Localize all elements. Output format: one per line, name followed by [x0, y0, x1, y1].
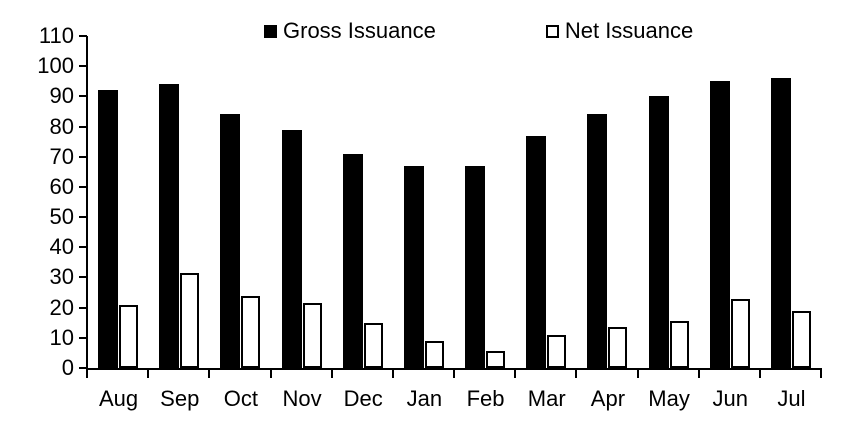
- net-bar-may: [669, 321, 689, 368]
- x-tick: [330, 370, 333, 378]
- x-tick: [391, 370, 394, 378]
- y-tick-label: 20: [49, 294, 74, 320]
- y-tick-label: 0: [61, 355, 74, 380]
- y-tick: [79, 306, 87, 309]
- y-axis-line: [86, 36, 88, 378]
- x-category-label-may: May: [648, 386, 690, 411]
- x-category-label-aug: Aug: [99, 386, 139, 411]
- legend-item-gross-issuance: Gross Issuance: [264, 20, 436, 42]
- x-tick: [820, 370, 822, 378]
- plot-area: [88, 36, 822, 368]
- y-tick-label: 110: [38, 23, 74, 48]
- net-bar-mar: [547, 334, 567, 368]
- y-tick-label: 100: [37, 53, 74, 79]
- gross-bar-sep: [159, 84, 180, 368]
- x-tick: [453, 370, 455, 378]
- net-bar-apr: [608, 327, 628, 368]
- y-tick: [79, 155, 87, 158]
- x-tick: [636, 370, 639, 378]
- x-category-label-nov: Nov: [282, 386, 322, 411]
- x-tick: [575, 370, 578, 378]
- gross-bar-apr: [587, 114, 608, 368]
- gross-bar-dec: [342, 153, 363, 368]
- gross-bar-mar: [526, 135, 547, 368]
- gross-bar-feb: [465, 165, 485, 368]
- y-tick: [79, 367, 87, 369]
- net-bar-dec: [363, 322, 383, 368]
- x-tick: [208, 370, 211, 378]
- y-tick-label: 70: [49, 143, 74, 169]
- net-bar-jan: [424, 340, 444, 368]
- x-category-label-mar: Mar: [527, 386, 566, 411]
- x-category-label-jul: Jul: [777, 386, 806, 411]
- gross-bar-jun: [709, 81, 730, 368]
- x-category-label-jan: Jan: [406, 386, 443, 411]
- x-tick: [269, 370, 272, 378]
- legend-item-net-issuance: Net Issuance: [545, 18, 694, 43]
- net-bar-jul: [791, 310, 811, 368]
- net-bar-aug: [119, 304, 138, 368]
- x-category-label-jun: Jun: [712, 386, 748, 411]
- y-tick-label: 90: [49, 83, 74, 109]
- y-tick-label: 80: [49, 113, 74, 139]
- net-issuance-swatch-icon: [545, 24, 559, 38]
- net-bar-feb: [486, 351, 505, 368]
- gross-bar-jan: [403, 165, 424, 368]
- y-tick: [79, 246, 87, 249]
- y-tick: [79, 95, 87, 98]
- y-tick: [79, 185, 87, 188]
- x-category-label-apr: Apr: [590, 386, 626, 411]
- gross-issuance-swatch-icon: [264, 24, 277, 38]
- y-tick: [79, 336, 87, 339]
- y-tick-label: 30: [49, 264, 74, 290]
- y-tick-label: 10: [49, 324, 74, 350]
- legend: Gross Issuance Net Issuance: [264, 20, 693, 42]
- legend-label-gross-issuance: Gross Issuance: [283, 18, 436, 43]
- y-tick: [79, 125, 87, 128]
- y-tick: [79, 35, 87, 37]
- gross-bar-oct: [220, 114, 241, 368]
- y-tick-label: 50: [49, 204, 74, 230]
- net-bar-oct: [241, 295, 261, 368]
- net-bar-sep: [180, 272, 200, 368]
- x-tick: [697, 370, 700, 378]
- gross-bar-may: [648, 96, 669, 368]
- x-tick: [758, 370, 761, 378]
- y-tick: [79, 216, 87, 219]
- y-tick-label: 40: [49, 234, 74, 260]
- net-bar-jun: [730, 298, 750, 368]
- x-tick: [514, 370, 517, 378]
- gross-bar-aug: [98, 90, 118, 368]
- x-category-label-oct: Oct: [223, 386, 259, 411]
- net-bar-nov: [302, 303, 322, 368]
- gross-bar-jul: [770, 78, 791, 368]
- x-category-label-sep: Sep: [160, 386, 200, 411]
- x-tick: [86, 370, 88, 378]
- y-tick: [79, 276, 87, 279]
- legend-label-net-issuance: Net Issuance: [564, 18, 694, 43]
- x-category-label-dec: Dec: [343, 386, 383, 411]
- y-tick: [79, 65, 87, 68]
- gross-bar-nov: [281, 129, 302, 368]
- x-axis-line: [86, 368, 822, 370]
- y-tick-label: 60: [49, 173, 74, 199]
- x-tick: [147, 370, 150, 378]
- x-category-label-feb: Feb: [466, 386, 505, 411]
